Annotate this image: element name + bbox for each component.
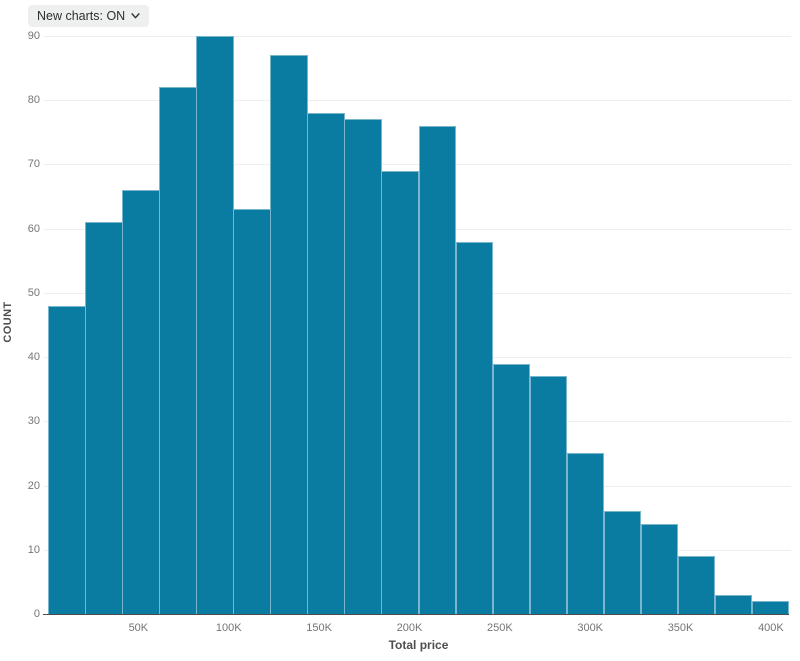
histogram-bar[interactable] bbox=[529, 376, 568, 614]
gridline-y-90 bbox=[44, 36, 791, 37]
histogram-bar[interactable] bbox=[307, 113, 345, 614]
histogram-bar[interactable] bbox=[714, 594, 753, 614]
histogram-bar[interactable] bbox=[344, 119, 382, 614]
y-tick-label-20: 20 bbox=[27, 479, 40, 492]
histogram-bar[interactable] bbox=[566, 453, 605, 614]
new-charts-toggle[interactable]: New charts: ON bbox=[28, 5, 150, 27]
histogram-bar[interactable] bbox=[603, 511, 642, 614]
histogram-bar[interactable] bbox=[492, 363, 531, 614]
x-tick-label-300K: 300K bbox=[577, 622, 604, 634]
histogram-bar[interactable] bbox=[48, 305, 86, 614]
x-axis-title: Total price bbox=[388, 638, 449, 652]
y-tick-label-10: 10 bbox=[27, 543, 40, 556]
x-tick-label-200K: 200K bbox=[396, 622, 423, 634]
histogram-bar[interactable] bbox=[455, 241, 494, 614]
x-axis-line bbox=[48, 614, 789, 615]
histogram-bar[interactable] bbox=[381, 170, 419, 614]
x-tick-label-400K: 400K bbox=[758, 622, 784, 634]
histogram-bar[interactable] bbox=[418, 125, 457, 614]
histogram-bar[interactable] bbox=[677, 556, 716, 614]
y-tick-label-80: 80 bbox=[27, 94, 40, 107]
histogram-bar[interactable] bbox=[196, 36, 234, 614]
y-tick-label-90: 90 bbox=[27, 30, 40, 42]
chevron-down-icon bbox=[131, 13, 140, 19]
y-tick-label-50: 50 bbox=[27, 286, 40, 299]
x-tick-label-350K: 350K bbox=[667, 622, 694, 634]
y-tick-label-70: 70 bbox=[27, 158, 40, 171]
new-charts-toggle-label: New charts: ON bbox=[37, 9, 126, 23]
histogram-bar[interactable] bbox=[233, 209, 271, 614]
y-zero-tick bbox=[43, 614, 48, 615]
gridline-y-70 bbox=[44, 164, 791, 166]
x-tick-label-100K: 100K bbox=[215, 622, 242, 634]
y-tick-label-60: 60 bbox=[27, 222, 40, 235]
gridline-y-80 bbox=[44, 100, 791, 102]
y-tick-label-40: 40 bbox=[27, 351, 40, 364]
y-tick-label-30: 30 bbox=[27, 415, 40, 428]
x-tick-label-250K: 250K bbox=[486, 622, 513, 634]
x-tick-label-50K: 50K bbox=[128, 622, 149, 634]
x-tick-label-150K: 150K bbox=[306, 622, 332, 634]
histogram-bar[interactable] bbox=[159, 87, 197, 614]
y-tick-label-0: 0 bbox=[33, 608, 40, 620]
histogram-bar[interactable] bbox=[122, 190, 160, 614]
histogram-bar[interactable] bbox=[270, 55, 308, 614]
histogram-bar[interactable] bbox=[640, 524, 679, 614]
histogram-bar[interactable] bbox=[85, 222, 123, 614]
histogram-bar[interactable] bbox=[751, 601, 790, 614]
